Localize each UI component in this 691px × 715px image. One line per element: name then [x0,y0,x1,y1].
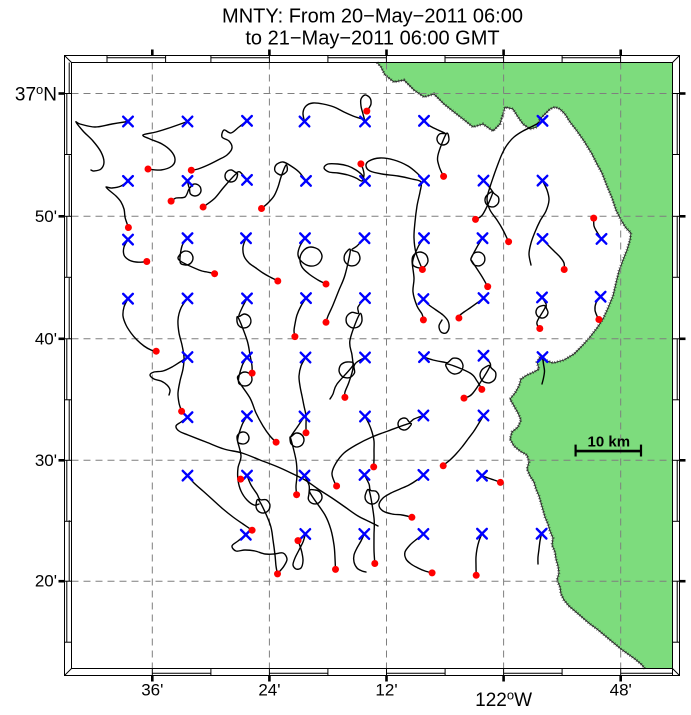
svg-text:50': 50' [35,207,57,226]
svg-text:36': 36' [141,681,163,700]
svg-text:20': 20' [35,572,57,591]
svg-text:24': 24' [258,681,280,700]
svg-text:122oW: 122oW [475,688,532,711]
svg-text:to 21−May−2011 06:00 GMT: to 21−May−2011 06:00 GMT [245,28,499,50]
svg-text:12': 12' [375,681,397,700]
svg-text:40': 40' [35,329,57,348]
svg-text:MNTY: From 20−May−2011 06:00: MNTY: From 20−May−2011 06:00 [222,6,523,28]
svg-text:37oN: 37oN [15,82,57,106]
svg-text:48': 48' [610,681,632,700]
svg-text:30': 30' [35,451,57,470]
svg-text:10 km: 10 km [588,434,631,451]
